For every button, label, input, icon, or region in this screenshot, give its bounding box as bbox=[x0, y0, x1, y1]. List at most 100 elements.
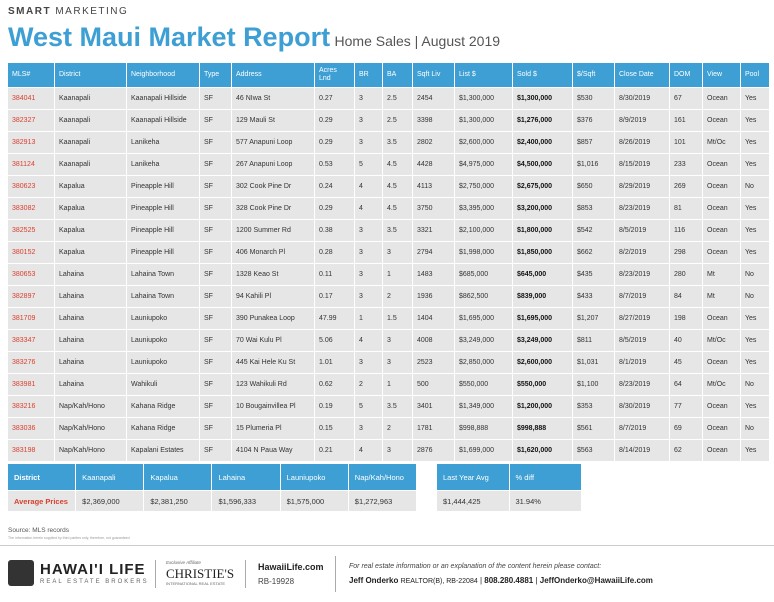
cell: Mt/Oc bbox=[702, 373, 741, 396]
cell: $645,000 bbox=[512, 263, 573, 286]
cell: $433 bbox=[572, 285, 615, 308]
cell: $2,750,000 bbox=[454, 175, 513, 198]
cell: Lahaina Town bbox=[126, 263, 200, 286]
cell: 3 bbox=[354, 87, 383, 110]
cell: % diff bbox=[508, 463, 582, 491]
cell: Mt bbox=[702, 285, 741, 308]
cell: 3.5 bbox=[382, 131, 413, 154]
cell: 1.5 bbox=[382, 307, 413, 330]
cell: 383216 bbox=[7, 395, 55, 418]
cell: 2454 bbox=[412, 87, 455, 110]
cell: $542 bbox=[572, 219, 615, 242]
cell: 2 bbox=[382, 285, 413, 308]
cell: Lanikeha bbox=[126, 131, 200, 154]
cell: 384041 bbox=[7, 87, 55, 110]
cell: 298 bbox=[669, 241, 703, 264]
column-header: List $ bbox=[454, 62, 513, 88]
cell: Kaanapali Hillside bbox=[126, 87, 200, 110]
cell: 0.27 bbox=[314, 87, 355, 110]
cell: 3.5 bbox=[382, 219, 413, 242]
cell: 3 bbox=[382, 351, 413, 374]
sep bbox=[335, 556, 336, 592]
cell: SF bbox=[199, 87, 232, 110]
cell: 3321 bbox=[412, 219, 455, 242]
cell: 1 bbox=[382, 373, 413, 396]
cell: Launiupoko bbox=[126, 307, 200, 330]
cell: $3,395,000 bbox=[454, 197, 513, 220]
cell: $1,016 bbox=[572, 153, 615, 176]
cell: SF bbox=[199, 439, 232, 462]
cell: $853 bbox=[572, 197, 615, 220]
cell: 2794 bbox=[412, 241, 455, 264]
cell: $1,620,000 bbox=[512, 439, 573, 462]
cell: 3 bbox=[382, 329, 413, 352]
cell: $839,000 bbox=[512, 285, 573, 308]
cell: 4 bbox=[354, 197, 383, 220]
row: 383347 Lahaina Launiupoko SF 70 Wai Kulu Pl 5… bbox=[7, 329, 770, 352]
cell: $1,207 bbox=[572, 307, 615, 330]
cell: 4.5 bbox=[382, 153, 413, 176]
cell: 31.94% bbox=[508, 490, 582, 512]
cell: 382913 bbox=[7, 131, 55, 154]
row: 381124 Kaanapali Lanikeha SF 267 Anapuni Loo… bbox=[7, 153, 770, 176]
cell: 0.29 bbox=[314, 109, 355, 132]
cell: SF bbox=[199, 329, 232, 352]
cell: 0.29 bbox=[314, 197, 355, 220]
row: 384041 Kaanapali Kaanapali Hillside SF 46 NI… bbox=[7, 87, 770, 110]
cell: $4,500,000 bbox=[512, 153, 573, 176]
cell: 8/23/2019 bbox=[614, 197, 670, 220]
sales-table: MLS# District Neighborhood Type Address Acres… bbox=[7, 62, 770, 462]
cell: 3 bbox=[354, 417, 383, 440]
cell: 4.5 bbox=[382, 175, 413, 198]
cell: 3 bbox=[354, 219, 383, 242]
contact: Jeff Onderko REALTOR(B), RB-22084 | 808.… bbox=[349, 576, 653, 585]
column-header: Address bbox=[231, 62, 315, 88]
cell: Wahikuli bbox=[126, 373, 200, 396]
contact-note: For real estate information or an explan… bbox=[349, 563, 602, 570]
cell: $2,400,000 bbox=[512, 131, 573, 154]
cell: $2,850,000 bbox=[454, 351, 513, 374]
cell: $3,249,000 bbox=[512, 329, 573, 352]
cell: Lahaina bbox=[54, 329, 127, 352]
cell: Kaanapali bbox=[54, 109, 127, 132]
cell: Nap/Kah/Hono bbox=[54, 395, 127, 418]
cell: No bbox=[740, 175, 770, 198]
cell: Nap/Kah/Hono bbox=[54, 417, 127, 440]
cell: 101 bbox=[669, 131, 703, 154]
cell: 381709 bbox=[7, 307, 55, 330]
cell: SF bbox=[199, 197, 232, 220]
cell: $650 bbox=[572, 175, 615, 198]
cell: Kaanapali bbox=[54, 87, 127, 110]
cell: 8/7/2019 bbox=[614, 417, 670, 440]
phone: 808.280.4881 bbox=[484, 576, 534, 585]
cell: Launiupoko bbox=[279, 463, 349, 491]
cell: 2802 bbox=[412, 131, 455, 154]
disclaimer: The information herein supplied by third… bbox=[8, 536, 130, 540]
row: 383276 Lahaina Launiupoko SF 445 Kai Hele Ku… bbox=[7, 351, 770, 374]
column-header: Neighborhood bbox=[126, 62, 200, 88]
cell: 3 bbox=[354, 263, 383, 286]
cell: 3.5 bbox=[382, 395, 413, 418]
cell: Launiupoko bbox=[126, 351, 200, 374]
cell: SF bbox=[199, 219, 232, 242]
cell: 123 Wahikuli Rd bbox=[231, 373, 315, 396]
cell: 328 Cook Pine Dr bbox=[231, 197, 315, 220]
agent: Jeff Onderko bbox=[349, 576, 399, 585]
cell: 2523 bbox=[412, 351, 455, 374]
title-block: West Maui Market Report Home Sales | Aug… bbox=[8, 22, 500, 53]
cell: 0.53 bbox=[314, 153, 355, 176]
cell: 8/9/2019 bbox=[614, 109, 670, 132]
cell: Ocean bbox=[702, 197, 741, 220]
column-header: Sqft Liv bbox=[412, 62, 455, 88]
cell: $1,998,000 bbox=[454, 241, 513, 264]
cell: 577 Anapuni Loop bbox=[231, 131, 315, 154]
cell: Ocean bbox=[702, 175, 741, 198]
cell: Kapalua bbox=[54, 219, 127, 242]
cell: $1,699,000 bbox=[454, 439, 513, 462]
cell: 4 bbox=[354, 329, 383, 352]
cell: Ocean bbox=[702, 417, 741, 440]
cell: District bbox=[6, 463, 77, 491]
cell: $550,000 bbox=[454, 373, 513, 396]
sep bbox=[155, 560, 156, 588]
cell: 64 bbox=[669, 373, 703, 396]
